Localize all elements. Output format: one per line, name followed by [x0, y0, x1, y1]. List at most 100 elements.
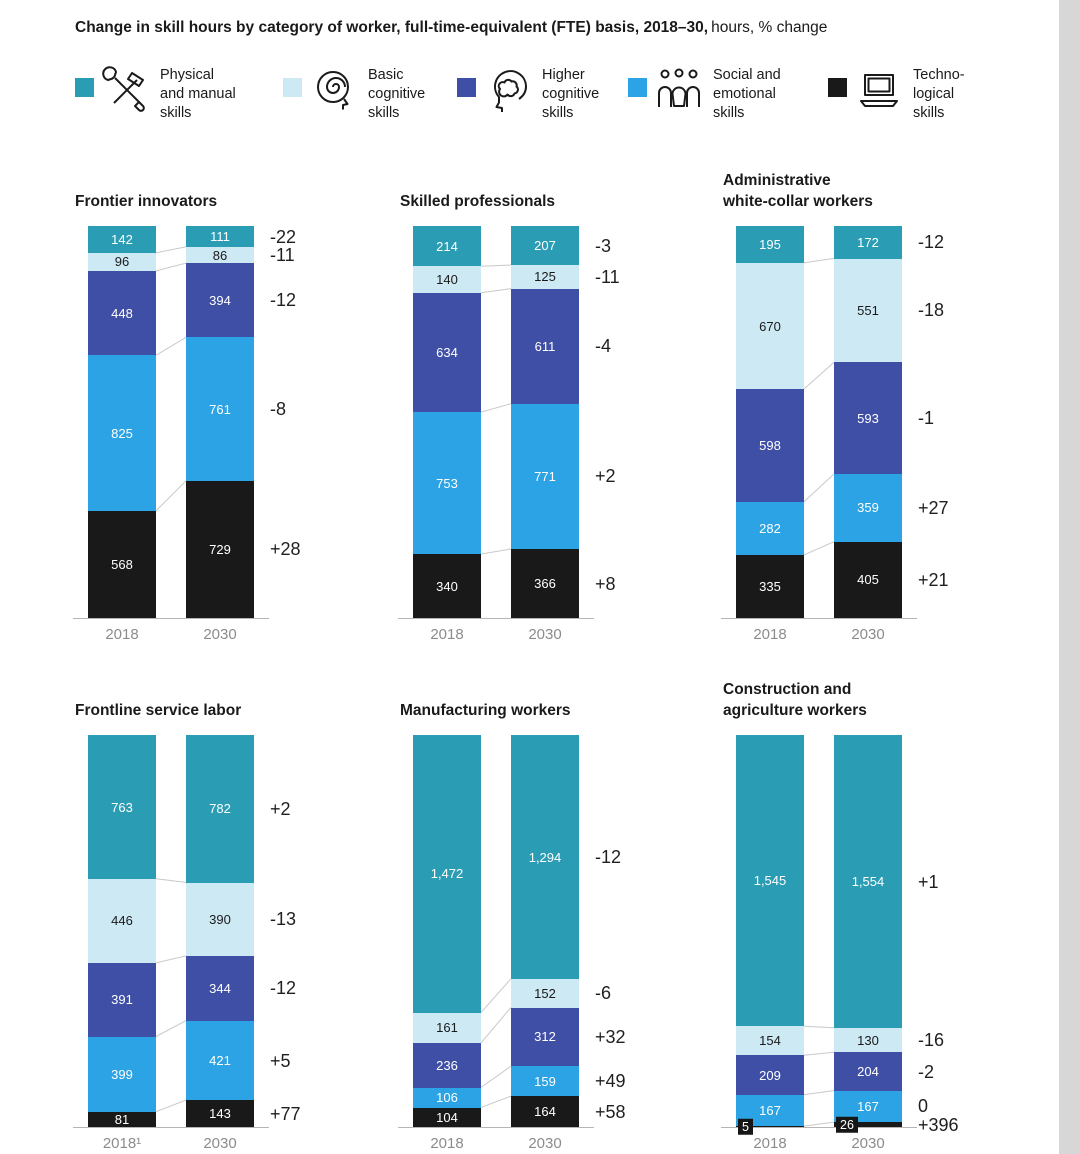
charts-row-top: Frontier innovators 142 96 448 825 568 111 86…	[73, 170, 1059, 643]
segment-value: 236	[436, 1057, 458, 1073]
x-axis-labels: 2018 2030	[736, 1135, 902, 1152]
pct-change-technological-skills: +28	[270, 539, 301, 560]
segment-technological-skills: 104	[413, 1107, 481, 1128]
legend-label: Physical and manual skills	[160, 67, 236, 122]
segment-value: 399	[111, 1066, 133, 1082]
x-label-2018: 2018	[753, 626, 787, 644]
bars-area: 1,472 161 236 106 104 1,294 152 312 159 164	[413, 735, 713, 1128]
x-label-2018: 2018¹	[102, 1135, 142, 1153]
bar-2018: 142 96 448 825 568	[88, 226, 156, 619]
segment-value: 161	[436, 1020, 458, 1036]
x-axis-line	[721, 1127, 917, 1129]
segment-social-and-emotional-skills: 359	[834, 474, 902, 542]
laptop-icon	[855, 66, 903, 114]
segment-basic-cognitive-skills: 96	[88, 252, 156, 271]
legend-swatch	[283, 78, 302, 98]
segment-value: 405	[857, 572, 879, 588]
pct-change-basic-cognitive-skills: -6	[595, 983, 612, 1004]
bars-area: 195 670 598 282 335 172 551 593 359 405	[736, 226, 1036, 619]
bars-area: 142 96 448 825 568 111 86 394 761 729	[88, 226, 388, 619]
segment-value: 1,554	[851, 874, 885, 889]
segment-value: 634	[436, 345, 458, 360]
segment-value: 611	[534, 338, 556, 354]
segment-value: 448	[111, 305, 133, 321]
pct-change-technological-skills: +77	[270, 1103, 301, 1124]
segment-value: 106	[436, 1090, 458, 1105]
segment-basic-cognitive-skills: 161	[413, 1012, 481, 1044]
segment-value: 782	[209, 801, 231, 817]
segment-value: 86	[212, 247, 228, 263]
x-label-2030: 2030	[851, 626, 885, 644]
pct-change-basic-cognitive-skills: -13	[270, 909, 297, 930]
pct-change-social-and-emotional-skills: -8	[270, 399, 287, 420]
segment-value: 209	[759, 1067, 781, 1083]
tools-icon	[102, 66, 150, 114]
pct-change-technological-skills: +58	[595, 1101, 626, 1122]
segment-value: 164	[534, 1104, 556, 1120]
segment-value: 159	[534, 1073, 556, 1089]
report-figure: Change in skill hours by category of wor…	[73, 18, 1059, 1153]
segment-value: 825	[111, 425, 133, 441]
segment-technological-skills: 5	[736, 1118, 804, 1135]
head-spiral-icon	[310, 66, 358, 114]
segment-higher-cognitive-skills: 593	[834, 362, 902, 475]
segment-higher-cognitive-skills: 394	[186, 263, 254, 338]
pct-change-social-and-emotional-skills: 0	[918, 1096, 929, 1117]
chart-frontier-innovators: Frontier innovators 142 96 448 825 568 111 86…	[73, 170, 400, 643]
pct-change-column: -12 -18 -1 +27 +21	[918, 226, 1013, 618]
segment-value: 763	[111, 799, 133, 815]
segment-physical-and-manual-skills: 111	[186, 226, 254, 248]
pct-change-column: -22 -11 -12 -8 +28	[270, 226, 365, 618]
segment-value: 167	[759, 1102, 781, 1118]
x-label-2030: 2030	[528, 626, 562, 644]
bar-2030: 1,294 152 312 159 164	[511, 735, 579, 1128]
pct-change-higher-cognitive-skills: -2	[918, 1061, 935, 1082]
segment-physical-and-manual-skills: 207	[511, 226, 579, 266]
chart-administrative-white-collar-workers: Administrative white-collar workers 195 67…	[721, 170, 1048, 643]
legend-item-social-and-emotional-skills: Social and emotional skills	[628, 64, 828, 140]
segment-social-and-emotional-skills: 106	[413, 1087, 481, 1108]
pct-change-physical-and-manual-skills: -22	[270, 226, 297, 247]
pct-change-basic-cognitive-skills: -16	[918, 1030, 945, 1051]
legend: Physical and manual skills Basic cognitive sk…	[75, 64, 1059, 140]
segment-value: 670	[759, 318, 781, 334]
bar-2030: 207 125 611 771 366	[511, 226, 579, 619]
bars-area: 1,545 154 209 167 5 1,554 130 204 167 26	[736, 735, 1036, 1135]
segment-value: 204	[857, 1064, 879, 1080]
x-axis-labels: 2018 2030	[413, 626, 579, 643]
pct-change-social-and-emotional-skills: +5	[270, 1050, 291, 1071]
segment-social-and-emotional-skills: 159	[511, 1066, 579, 1097]
segment-physical-and-manual-skills: 172	[834, 226, 902, 259]
pct-change-column: -12 -6 +32 +49 +58	[595, 735, 690, 1127]
segment-value: 1,294	[528, 849, 562, 865]
pct-change-basic-cognitive-skills: -11	[270, 245, 295, 266]
x-axis-labels: 2018 2030	[736, 626, 902, 643]
legend-item-basic-cognitive-skills: Basic cognitive skills	[283, 64, 457, 140]
segment-social-and-emotional-skills: 761	[186, 337, 254, 481]
chart-plot: 142 96 448 825 568 111 86 394 761 729 -22 -11 -12-…	[73, 226, 388, 643]
segment-value: 125	[534, 269, 556, 285]
segment-value: 207	[534, 238, 556, 254]
bar-2018: 195 670 598 282 335	[736, 226, 804, 619]
chart-title: Frontline service labor	[75, 701, 242, 719]
segment-technological-skills: 143	[186, 1100, 254, 1128]
x-label-2018: 2018	[753, 1135, 787, 1153]
chart-plot: 214 140 634 753 340 207 125 611 771 366 -3 -11 -4 +…	[398, 226, 713, 643]
pct-change-technological-skills: +396	[918, 1114, 959, 1135]
segment-technological-skills: 340	[413, 554, 481, 619]
segment-physical-and-manual-skills: 1,472	[413, 735, 481, 1013]
segment-higher-cognitive-skills: 448	[88, 271, 156, 356]
pct-change-higher-cognitive-skills: -12	[270, 290, 297, 311]
charts-row-bottom: Frontline service labor 763 446 391 399 81 7…	[73, 679, 1059, 1153]
pct-change-column: +1 -16 -2 0 +396	[918, 735, 1013, 1135]
x-axis-line	[398, 1127, 594, 1129]
segment-value: 81	[114, 1111, 130, 1127]
legend-label: Higher cognitive skills	[542, 67, 600, 122]
segment-basic-cognitive-skills: 152	[511, 978, 579, 1008]
segment-basic-cognitive-skills: 670	[736, 262, 804, 390]
segment-value: 366	[534, 576, 556, 592]
pct-change-higher-cognitive-skills: -1	[918, 408, 935, 429]
page-title: Change in skill hours by category of wor…	[75, 18, 1059, 38]
segment-basic-cognitive-skills: 86	[186, 247, 254, 264]
legend-swatch	[828, 78, 847, 98]
